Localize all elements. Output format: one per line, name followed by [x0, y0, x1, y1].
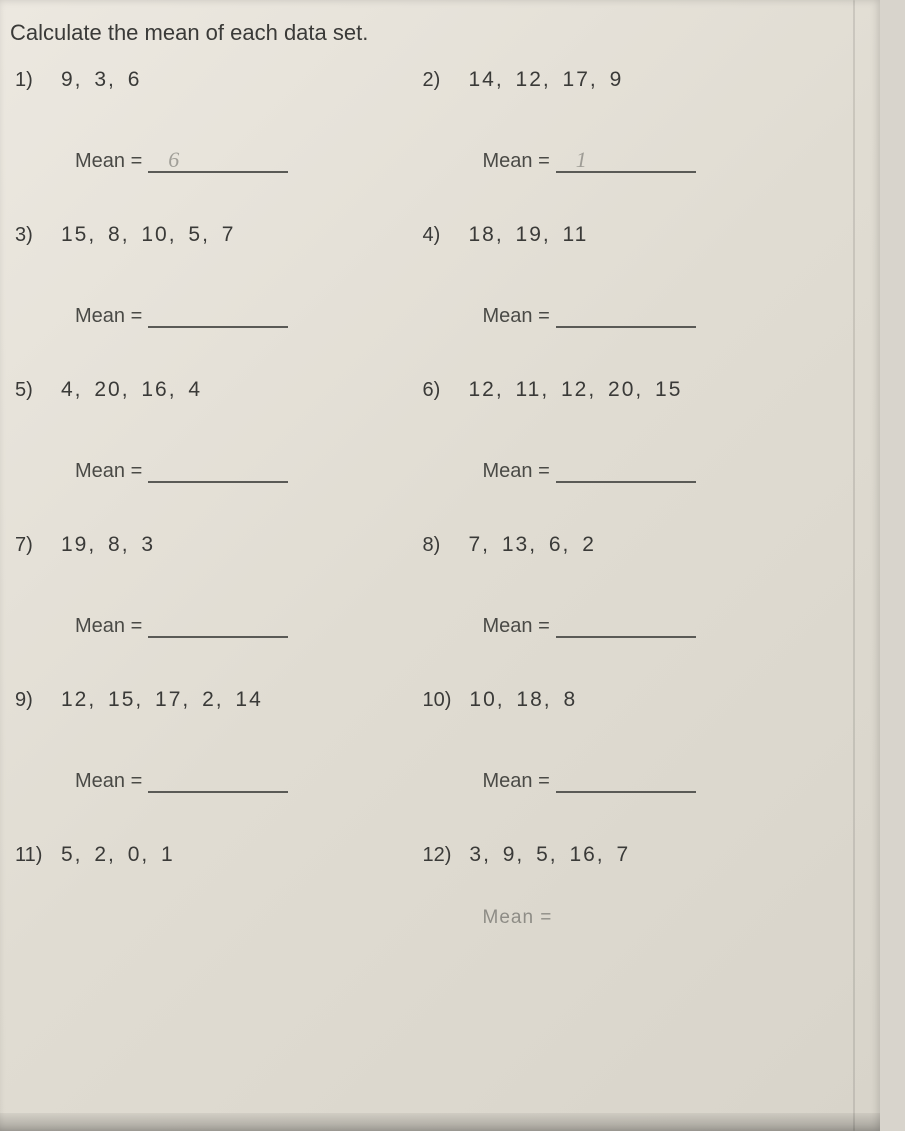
- answer-blank[interactable]: [148, 616, 288, 638]
- problem-data: 15, 8, 10, 5, 7: [61, 223, 235, 247]
- problem-10: 10) 10, 18, 8 Mean =: [423, 688, 811, 829]
- problem-8: 8) 7, 13, 6, 2 Mean =: [423, 533, 811, 674]
- answer-row: Mean =: [75, 615, 403, 638]
- answer-blank[interactable]: 1: [556, 151, 696, 173]
- problem-number: 7): [15, 534, 43, 557]
- problem-data: 9, 3, 6: [61, 68, 141, 92]
- answer-blank[interactable]: [556, 306, 696, 328]
- problem-7: 7) 19, 8, 3 Mean =: [15, 533, 403, 674]
- answer-blank[interactable]: 6: [148, 151, 288, 173]
- worksheet-page: Calculate the mean of each data set. 1) …: [0, 0, 880, 1131]
- problem-2: 2) 14, 12, 17, 9 Mean = 1: [423, 68, 811, 209]
- problem-data: 19, 8, 3: [61, 533, 155, 557]
- answer-row: Mean =: [483, 770, 811, 793]
- answer-blank[interactable]: [556, 771, 696, 793]
- instruction-text: Calculate the mean of each data set.: [10, 20, 850, 46]
- problem-number: 6): [423, 379, 451, 402]
- problem-9: 9) 12, 15, 17, 2, 14 Mean =: [15, 688, 403, 829]
- problem-data: 5, 2, 0, 1: [61, 843, 175, 867]
- problem-row: 8) 7, 13, 6, 2: [423, 533, 811, 557]
- answer-blank[interactable]: [148, 771, 288, 793]
- problem-number: 10): [423, 689, 452, 712]
- answer-row: Mean =: [75, 460, 403, 483]
- problem-data: 18, 19, 11: [469, 223, 589, 247]
- problem-data: 4, 20, 16, 4: [61, 378, 202, 402]
- problem-data: 14, 12, 17, 9: [469, 68, 624, 92]
- problem-row: 1) 9, 3, 6: [15, 68, 403, 92]
- mean-label: Mean =: [75, 615, 142, 638]
- mean-label: Mean =: [75, 770, 142, 793]
- problem-number: 3): [15, 224, 43, 247]
- mean-label: Mean =: [75, 460, 142, 483]
- problem-number: 11): [15, 844, 43, 867]
- problem-5: 5) 4, 20, 16, 4 Mean =: [15, 378, 403, 519]
- mean-label: Mean =: [483, 150, 550, 173]
- problem-row: 3) 15, 8, 10, 5, 7: [15, 223, 403, 247]
- answer-blank[interactable]: [148, 461, 288, 483]
- problem-3: 3) 15, 8, 10, 5, 7 Mean =: [15, 223, 403, 364]
- mean-label: Mean =: [75, 305, 142, 328]
- page-bottom-shadow: [0, 1113, 880, 1131]
- problems-grid: 1) 9, 3, 6 Mean = 6 2) 14, 12, 17, 9 Mea…: [10, 68, 850, 929]
- problem-number: 5): [15, 379, 43, 402]
- problem-4: 4) 18, 19, 11 Mean =: [423, 223, 811, 364]
- answer-row: Mean = 1: [483, 150, 811, 173]
- answer-blank[interactable]: [556, 616, 696, 638]
- problem-row: 9) 12, 15, 17, 2, 14: [15, 688, 403, 712]
- problem-number: 4): [423, 224, 451, 247]
- problem-row: 5) 4, 20, 16, 4: [15, 378, 403, 402]
- problem-11: 11) 5, 2, 0, 1: [15, 843, 403, 929]
- problem-data: 3, 9, 5, 16, 7: [469, 843, 630, 867]
- answer-row: Mean =: [75, 770, 403, 793]
- problem-data: 10, 18, 8: [469, 688, 577, 712]
- handwritten-answer: 1: [576, 147, 587, 173]
- problem-1: 1) 9, 3, 6 Mean = 6: [15, 68, 403, 209]
- mean-label: Mean =: [483, 460, 550, 483]
- mean-label: Mean =: [75, 150, 142, 173]
- problem-row: 10) 10, 18, 8: [423, 688, 811, 712]
- mean-label: Mean =: [483, 770, 550, 793]
- problem-row: 4) 18, 19, 11: [423, 223, 811, 247]
- answer-row: Mean = 6: [75, 150, 403, 173]
- problem-number: 2): [423, 69, 451, 92]
- answer-blank[interactable]: [556, 461, 696, 483]
- problem-number: 9): [15, 689, 43, 712]
- problem-row: 12) 3, 9, 5, 16, 7: [423, 843, 811, 867]
- problem-row: 11) 5, 2, 0, 1: [15, 843, 403, 867]
- problem-data: 7, 13, 6, 2: [469, 533, 596, 557]
- mean-label: Mean =: [483, 305, 550, 328]
- problem-number: 1): [15, 69, 43, 92]
- answer-row: Mean =: [483, 305, 811, 328]
- problem-data: 12, 11, 12, 20, 15: [469, 378, 683, 402]
- problem-12: 12) 3, 9, 5, 16, 7 Mean =: [423, 843, 811, 929]
- problem-row: 2) 14, 12, 17, 9: [423, 68, 811, 92]
- problem-number: 8): [423, 534, 451, 557]
- partial-mean-label: Mean =: [483, 907, 811, 929]
- answer-row: Mean =: [483, 460, 811, 483]
- mean-label: Mean =: [483, 615, 550, 638]
- answer-row: Mean =: [483, 615, 811, 638]
- answer-row: Mean =: [75, 305, 403, 328]
- answer-blank[interactable]: [148, 306, 288, 328]
- problem-row: 7) 19, 8, 3: [15, 533, 403, 557]
- problem-6: 6) 12, 11, 12, 20, 15 Mean =: [423, 378, 811, 519]
- problem-row: 6) 12, 11, 12, 20, 15: [423, 378, 811, 402]
- problem-number: 12): [423, 844, 452, 867]
- problem-data: 12, 15, 17, 2, 14: [61, 688, 263, 712]
- handwritten-answer: 6: [168, 147, 179, 173]
